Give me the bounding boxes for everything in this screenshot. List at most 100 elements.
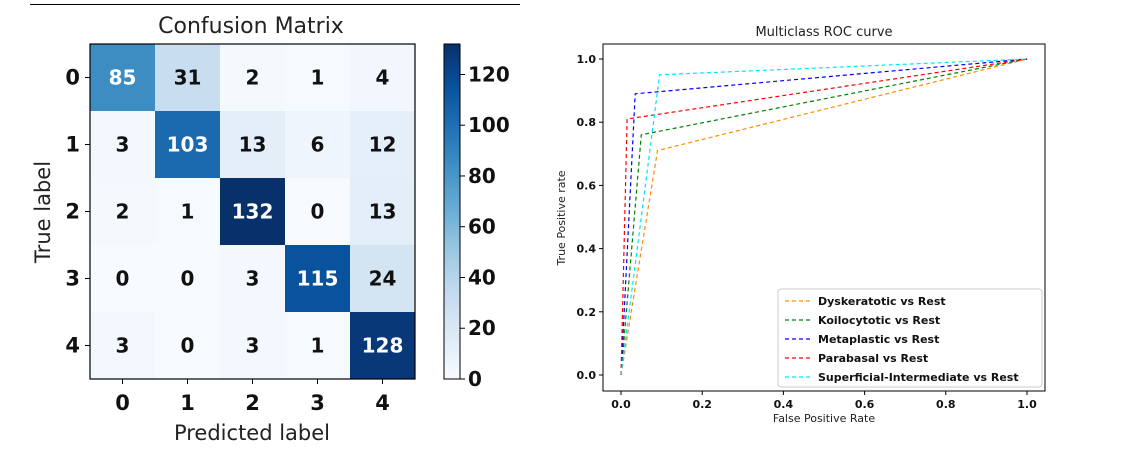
cm-cell [90, 178, 155, 245]
cm-x-tick-label: 2 [245, 391, 260, 415]
cm-cell [220, 44, 285, 111]
roc-frame [602, 43, 1046, 392]
colorbar [443, 43, 461, 380]
roc-series-line [620, 58, 1028, 376]
cm-cell [285, 178, 350, 245]
cm-cell-value: 0 [311, 200, 325, 224]
roc-series-line [620, 58, 1028, 376]
cm-cell [90, 312, 155, 379]
cm-cell-value: 6 [311, 133, 325, 157]
roc-x-tick-label: 0.8 [936, 398, 956, 411]
cm-cell-value: 13 [239, 133, 267, 157]
cm-cell-value: 1 [311, 66, 325, 90]
cm-cell [220, 178, 285, 245]
roc-legend: Dyskeratotic vs Rest Koilocytotic vs Rest… [777, 288, 1043, 388]
cm-cell [285, 245, 350, 312]
cm-y-axis-label: True label [31, 161, 55, 264]
cm-cell-value: 3 [246, 334, 260, 358]
legend-label: Parabasal vs Rest [818, 352, 928, 365]
colorbar-ticks: 0 20 40 60 80 100 120 [460, 62, 510, 391]
roc-series-line [620, 58, 1028, 376]
cm-cell [155, 312, 220, 379]
cm-cell-value: 3 [116, 334, 130, 358]
cm-cell [90, 44, 155, 111]
roc-lines [620, 58, 1028, 376]
roc-x-tick-label: 0.4 [774, 398, 794, 411]
legend-label: Dyskeratotic vs Rest [818, 295, 946, 308]
cm-cell-value: 132 [232, 200, 274, 224]
colorbar-tick-label: 60 [468, 215, 496, 239]
cm-y-tick-label: 3 [65, 267, 80, 291]
cm-cell-value: 103 [167, 133, 209, 157]
cm-x-ticks: 0 1 2 3 4 [115, 379, 390, 415]
confusion-matrix-panel: Confusion Matrix 85 31 2 1 43 103 13 6 122 1 132 0 1… [31, 14, 510, 445]
cm-cell-value: 3 [246, 267, 260, 291]
legend-label: Koilocytotic vs Rest [818, 314, 940, 327]
roc-x-tick-label: 0.6 [855, 398, 875, 411]
roc-y-tick-label: 0.8 [577, 116, 597, 129]
cm-cell-value: 13 [369, 200, 397, 224]
cm-cell [220, 245, 285, 312]
roc-x-ticks: 0.0 0.2 0.4 0.6 0.8 1.0 [611, 391, 1037, 411]
roc-series-line [620, 58, 1028, 376]
cm-cell-value: 3 [116, 133, 130, 157]
cm-cell [90, 245, 155, 312]
colorbar-tick-label: 0 [468, 367, 482, 391]
cm-y-tick-label: 1 [65, 133, 80, 157]
cm-cell [350, 245, 415, 312]
cm-x-tick-label: 1 [180, 391, 195, 415]
colorbar-tick-label: 20 [468, 316, 496, 340]
cm-y-tick-label: 4 [65, 334, 80, 358]
cm-cell [285, 111, 350, 178]
roc-y-axis-label: True Positive rate [555, 170, 568, 266]
legend-box [777, 288, 1043, 388]
colorbar-tick-label: 80 [468, 164, 496, 188]
cm-x-tick-label: 0 [115, 391, 130, 415]
cm-cell-value: 0 [181, 334, 195, 358]
roc-series-line [620, 58, 1028, 376]
cm-y-tick-label: 2 [65, 200, 80, 224]
cm-x-tick-label: 3 [310, 391, 325, 415]
cm-cell [220, 111, 285, 178]
cm-cell-value: 115 [297, 267, 339, 291]
roc-y-tick-label: 0.4 [577, 243, 597, 256]
roc-y-tick-label: 0.2 [577, 306, 597, 319]
cm-cells: 85 31 2 1 43 103 13 6 122 1 132 0 130 0 3 115 243 0 3 1 128 [90, 44, 415, 379]
roc-x-tick-label: 0.2 [692, 398, 712, 411]
colorbar-tick-label: 40 [468, 265, 496, 289]
cm-cell [155, 44, 220, 111]
cm-x-axis-label: Predicted label [174, 421, 330, 445]
legend-label: Superficial-Intermediate vs Rest [818, 371, 1019, 384]
cm-cell-value: 24 [369, 267, 397, 291]
roc-title: Multiclass ROC curve [755, 25, 892, 40]
cm-cell-value: 2 [116, 200, 130, 224]
cm-cell [350, 44, 415, 111]
roc-y-tick-label: 0.0 [577, 369, 597, 382]
roc-y-tick-label: 0.6 [577, 179, 597, 192]
cm-cell [90, 111, 155, 178]
cm-cell-value: 4 [376, 66, 390, 90]
cm-cell [285, 44, 350, 111]
cm-cell-value: 0 [181, 267, 195, 291]
colorbar-tick-label: 120 [468, 62, 510, 86]
cm-cell [155, 178, 220, 245]
cm-cell-value: 85 [109, 66, 137, 90]
cm-cell [155, 111, 220, 178]
cm-cell-value: 31 [174, 66, 202, 90]
roc-panel: Multiclass ROC curve 0.0 0.2 0.4 0.6 0.8 1.0 … [555, 25, 1046, 425]
cm-y-tick-label: 0 [65, 66, 80, 90]
roc-y-ticks: 0.0 0.2 0.4 0.6 0.8 1.0 [577, 53, 603, 382]
cm-cell [220, 312, 285, 379]
cm-cell [285, 312, 350, 379]
cm-cell-value: 1 [311, 334, 325, 358]
cm-cell-value: 128 [362, 334, 404, 358]
cm-cell [350, 178, 415, 245]
colorbar-tick-label: 100 [468, 113, 510, 137]
roc-x-tick-label: 0.0 [611, 398, 631, 411]
cm-y-ticks: 0 1 2 3 4 [65, 66, 90, 358]
cm-cell [350, 111, 415, 178]
roc-x-axis-label: False Positive Rate [773, 412, 875, 425]
roc-y-tick-label: 1.0 [577, 53, 597, 66]
cm-cell-value: 12 [369, 133, 397, 157]
